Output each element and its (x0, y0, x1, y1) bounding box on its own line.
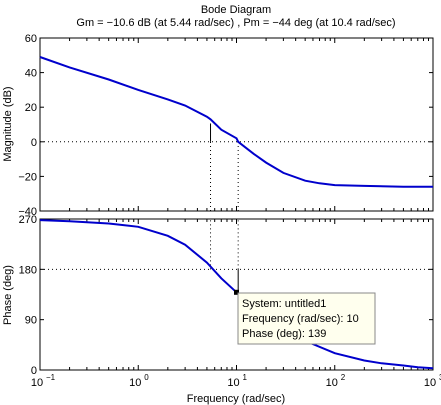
phase-ylabel: Phase (deg) (2, 265, 14, 325)
datatip-marker[interactable] (234, 289, 239, 295)
xtick-label-base: 10 (31, 377, 43, 389)
datatip-box (237, 292, 376, 345)
xtick-label-exponent: 2 (341, 373, 346, 382)
datatip-line-2: Frequency (rad/sec): 10 (242, 313, 359, 325)
datatip-line-1: System: untitled1 (242, 298, 326, 310)
phase-ytick-label: 180 (19, 264, 37, 276)
xtick-label-base: 10 (129, 377, 141, 389)
xtick-label-exponent: 0 (144, 373, 149, 382)
phase-ytick-label: 90 (25, 315, 37, 327)
xtick-label-base: 10 (227, 377, 239, 389)
datatip-line-3: Phase (deg): 139 (242, 328, 326, 340)
chart-subtitle: Gm = −10.6 dB (at 5.44 rad/sec) , Pm = −… (76, 17, 395, 29)
magnitude-ytick-label: 60 (25, 33, 37, 45)
magnitude-ytick-label: 0 (31, 137, 37, 149)
magnitude-axes: 60 40 20 0 −20 −40 Magnitude (dB) (2, 33, 434, 218)
magnitude-ytick-label: 20 (25, 102, 37, 114)
magnitude-ytick-label: −40 (18, 206, 37, 218)
chart-title: Bode Diagram (201, 4, 271, 16)
magnitude-series-line (39, 56, 433, 188)
phase-ytick-label: 0 (31, 365, 37, 377)
magnitude-ytick-label: −20 (18, 171, 37, 183)
xtick-label-base: 10 (326, 377, 338, 389)
magnitude-ytick-label: 40 (25, 68, 37, 80)
magnitude-plot-box (39, 37, 434, 212)
xtick-label-exponent: 3 (439, 373, 441, 382)
xtick-label-exponent: 1 (243, 373, 248, 382)
xtick-label-base: 10 (424, 377, 436, 389)
datatip[interactable]: System: untitled1 Frequency (rad/sec): 1… (234, 289, 376, 345)
frequency-xlabel: Frequency (rad/sec) (187, 393, 285, 405)
phase-ytick-label: 270 (19, 214, 37, 226)
magnitude-ylabel: Magnitude (dB) (2, 86, 14, 161)
xtick-label-exponent: −1 (46, 373, 56, 382)
